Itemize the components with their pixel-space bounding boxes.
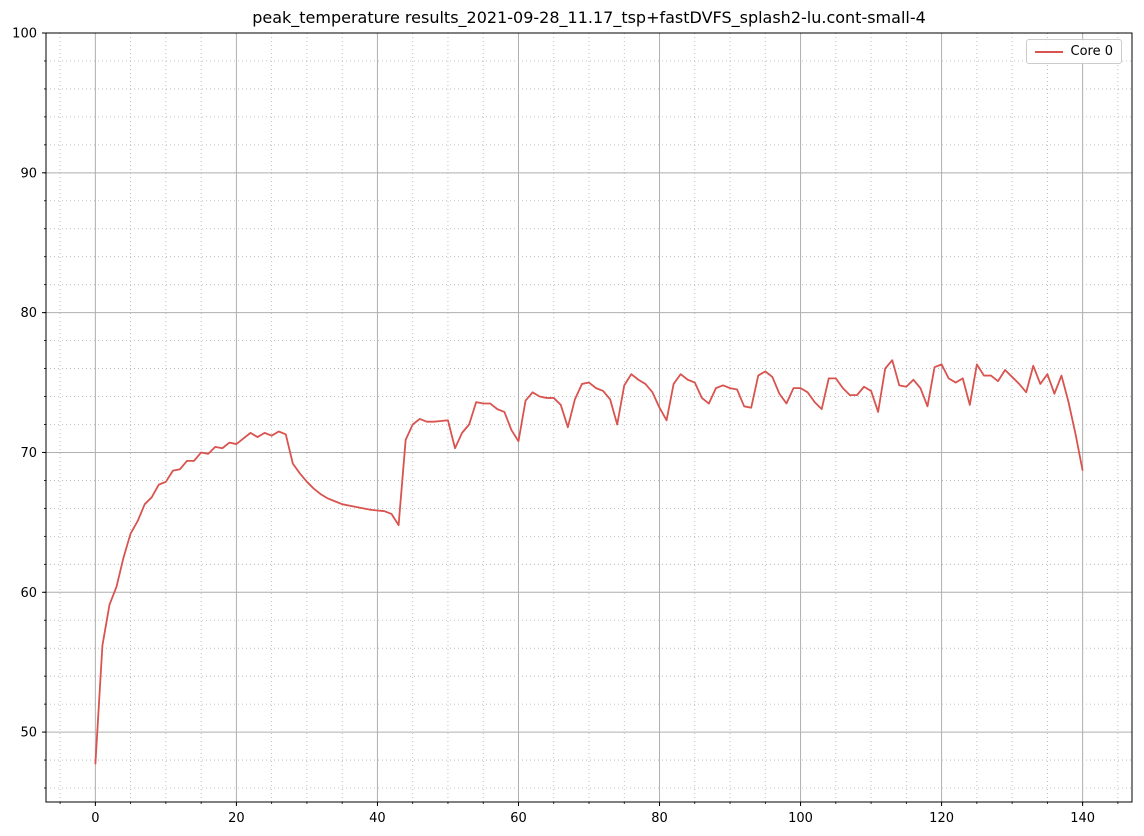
series-line-core-0 <box>94 359 1084 765</box>
y-tick-label: 90 <box>20 166 37 181</box>
y-tick-label: 100 <box>12 27 37 42</box>
y-tick-label: 60 <box>20 586 37 601</box>
x-tick-label: 100 <box>788 811 813 826</box>
x-tick-label: 120 <box>929 811 954 826</box>
x-tick-label: 140 <box>1070 811 1095 826</box>
y-tick-label: 70 <box>20 446 37 461</box>
ticks: 0 20 40 60 80 100 120 140 50 60 70 80 90 100 <box>12 27 1119 826</box>
legend-label-core-0: Core 0 <box>1070 44 1114 59</box>
y-tick-label: 50 <box>20 726 37 741</box>
minor-grid <box>46 32 1132 802</box>
x-tick-label: 60 <box>510 811 527 826</box>
chart-title: peak_temperature results_2021-09-28_11.1… <box>252 8 926 27</box>
x-tick-label: 40 <box>369 811 386 826</box>
x-tick-label: 20 <box>228 811 245 826</box>
x-tick-label: 80 <box>651 811 668 826</box>
y-tick-label: 80 <box>20 306 37 321</box>
series-layer <box>94 359 1084 765</box>
legend-swatch-core-0 <box>1034 50 1063 53</box>
legend: Core 0 <box>1025 39 1122 64</box>
x-tick-label: 0 <box>91 811 99 826</box>
